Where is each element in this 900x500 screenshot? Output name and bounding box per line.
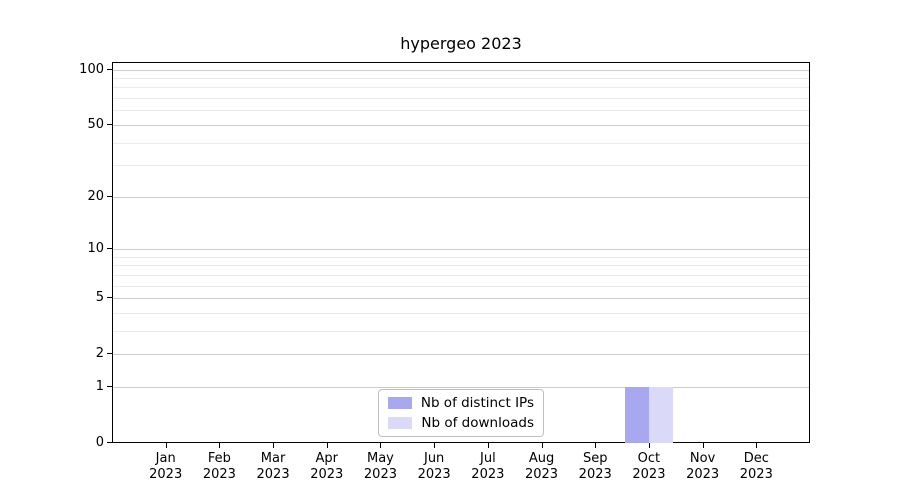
x-tick-label: Aug 2023	[524, 451, 559, 482]
y-tick-label: 0	[95, 435, 104, 450]
x-tick-label: May 2023	[363, 451, 397, 482]
x-tick-label: Jun 2023	[417, 451, 451, 482]
x-tick-label: Oct 2023	[632, 451, 666, 482]
y-tick-mark	[107, 385, 112, 387]
x-tick-mark	[273, 443, 275, 448]
minor-gridline	[113, 274, 809, 276]
x-tick-mark	[487, 443, 489, 448]
minor-gridline	[113, 256, 809, 258]
major-gridline	[113, 354, 809, 356]
y-tick-mark	[107, 248, 112, 249]
y-tick-mark	[107, 195, 112, 197]
bar-nb-of-downloads	[648, 386, 673, 443]
x-tick-mark	[165, 443, 167, 448]
legend-swatch-distinct-ips-icon	[388, 397, 412, 410]
y-tick-label: 2	[95, 346, 104, 362]
y-tick-label: 5	[95, 290, 104, 306]
legend-label-downloads: Nb of downloads	[421, 414, 534, 431]
x-tick-label: Dec 2023	[739, 451, 773, 482]
y-tick-mark	[107, 442, 112, 443]
x-tick-label: Feb 2023	[202, 451, 236, 482]
y-tick-label: 1	[95, 378, 104, 394]
x-tick-label: Sep 2023	[578, 451, 612, 482]
y-tick-mark	[107, 68, 112, 70]
x-tick-mark	[702, 443, 704, 448]
x-tick-mark	[380, 443, 382, 448]
x-tick-label: Jul 2023	[471, 451, 505, 482]
y-tick-label: 100	[79, 61, 104, 77]
y-tick-label: 20	[87, 188, 104, 204]
x-tick-label: Mar 2023	[256, 451, 290, 482]
plot-area	[112, 62, 810, 443]
legend-label-distinct-ips: Nb of distinct IPs	[420, 395, 534, 412]
major-gridline	[113, 249, 809, 250]
major-gridline	[113, 69, 809, 71]
y-tick-mark	[107, 353, 112, 355]
y-tick-label: 50	[87, 116, 104, 132]
minor-gridline	[113, 165, 809, 167]
legend: Nb of distinct IPs Nb of downloads	[378, 389, 544, 437]
major-gridline	[113, 386, 809, 388]
y-tick-mark	[107, 297, 112, 299]
minor-gridline	[113, 98, 809, 100]
minor-gridline	[113, 78, 809, 80]
x-tick-mark	[648, 443, 650, 448]
x-tick-mark	[541, 443, 543, 448]
x-tick-mark	[326, 443, 328, 448]
major-gridline	[113, 298, 809, 300]
x-tick-label: Apr 2023	[310, 451, 344, 482]
minor-gridline	[113, 110, 809, 112]
minor-gridline	[113, 265, 809, 267]
minor-gridline	[113, 142, 809, 144]
x-tick-label: Jan 2023	[149, 451, 183, 482]
legend-item-distinct-ips: Nb of distinct IPs	[388, 395, 534, 411]
x-tick-label: Nov 2023	[686, 451, 720, 482]
minor-gridline	[113, 87, 809, 89]
x-tick-mark	[219, 443, 221, 448]
bar-nb-of-distinct-ips	[624, 386, 649, 443]
y-tick-mark	[107, 123, 112, 125]
legend-swatch-downloads-icon	[388, 416, 413, 429]
major-gridline	[113, 196, 809, 198]
x-tick-mark	[595, 443, 597, 448]
minor-gridline	[113, 330, 809, 332]
x-tick-mark	[434, 443, 436, 448]
chart-title: hypergeo 2023	[400, 34, 522, 53]
legend-item-downloads: Nb of downloads	[388, 415, 534, 431]
y-tick-label: 10	[87, 241, 104, 256]
minor-gridline	[113, 285, 809, 287]
x-tick-mark	[756, 443, 758, 448]
minor-gridline	[113, 312, 809, 314]
major-gridline	[113, 124, 809, 126]
